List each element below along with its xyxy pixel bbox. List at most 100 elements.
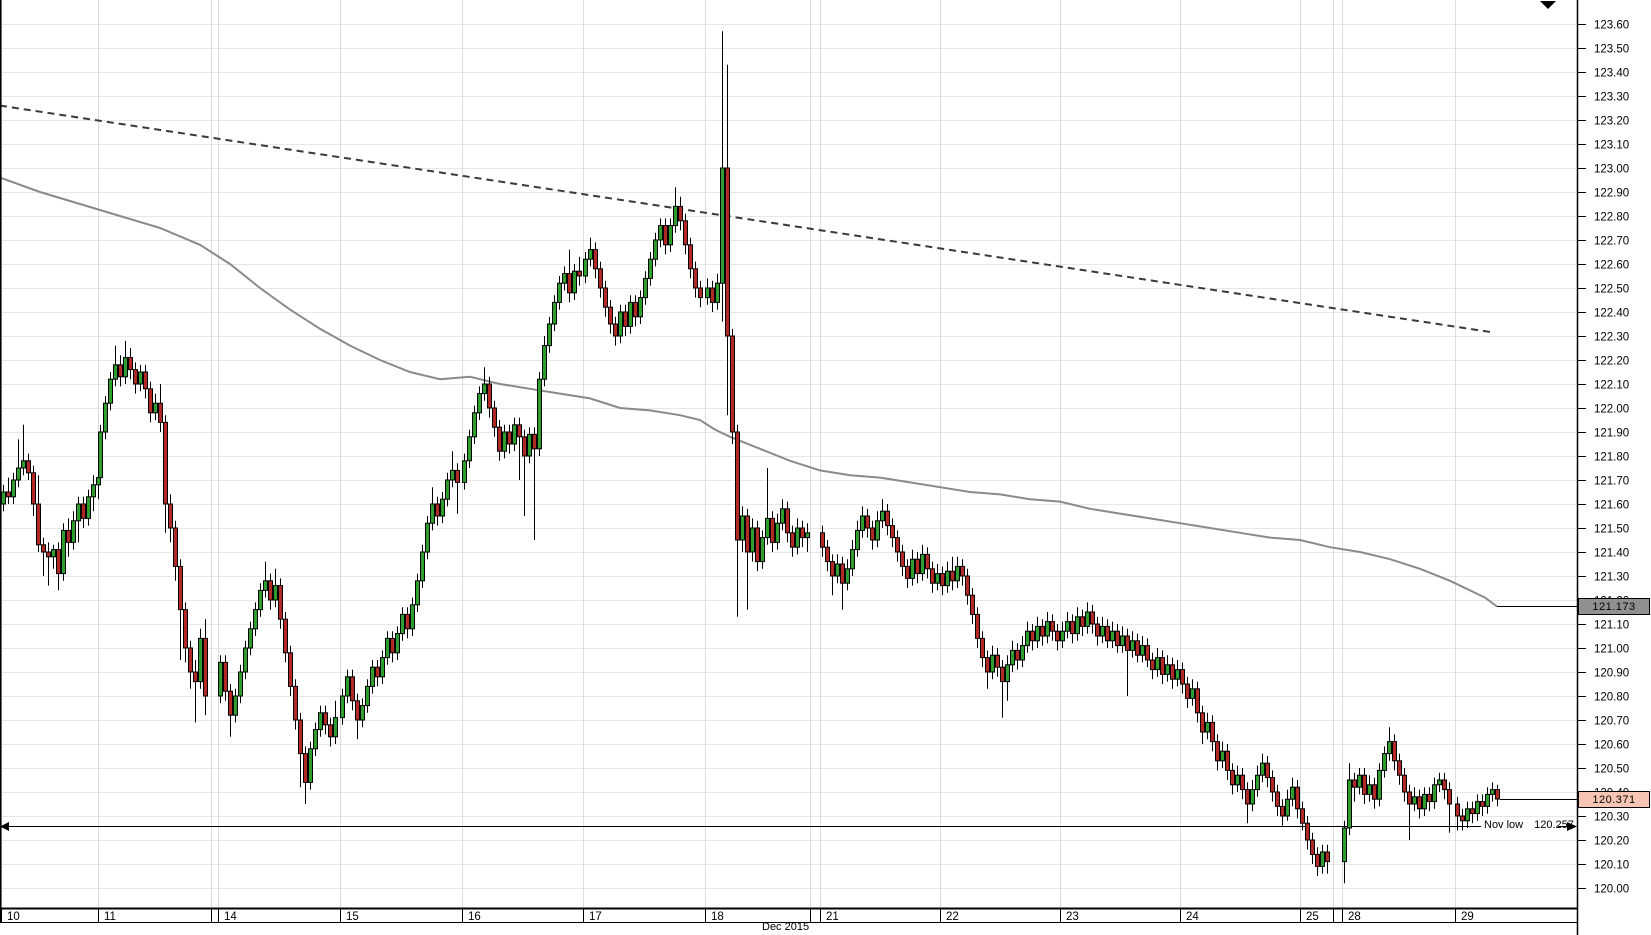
candle xyxy=(66,518,71,557)
candle xyxy=(313,722,318,756)
candle xyxy=(1060,621,1065,648)
dashed-trendline[interactable] xyxy=(0,104,1494,334)
x-axis-day-label[interactable]: 29 xyxy=(1461,911,1474,923)
candle xyxy=(455,463,460,514)
candle xyxy=(633,295,638,327)
candle xyxy=(345,669,350,704)
candle xyxy=(715,273,720,310)
nov-low-value: 120.257 xyxy=(1534,819,1574,831)
candle xyxy=(1495,784,1500,807)
x-axis-day-label[interactable]: 17 xyxy=(589,911,602,923)
candle xyxy=(698,280,703,308)
candle xyxy=(1170,657,1175,689)
candle xyxy=(420,544,425,588)
candle xyxy=(567,249,572,303)
x-axis-day-label[interactable]: 16 xyxy=(468,911,481,923)
candle xyxy=(532,427,537,540)
x-axis-day-label[interactable]: 24 xyxy=(1186,911,1199,923)
candle xyxy=(865,508,870,538)
candle xyxy=(710,280,715,312)
right-arrow-icon xyxy=(1567,822,1577,831)
candle xyxy=(76,496,81,543)
candle xyxy=(875,511,880,548)
x-axis-day-label[interactable]: 14 xyxy=(224,911,237,923)
candle xyxy=(643,271,648,305)
candle xyxy=(730,328,735,444)
nov-low-text: Nov low xyxy=(1484,819,1524,831)
candle xyxy=(583,252,588,284)
x-axis-day-label[interactable]: 18 xyxy=(711,911,724,923)
candle xyxy=(965,568,970,605)
y-axis-label: 123.10 xyxy=(1594,140,1629,152)
candle xyxy=(658,218,663,248)
candle xyxy=(1140,636,1145,663)
candle xyxy=(1190,679,1195,706)
candle xyxy=(1225,744,1230,780)
month-axis-label: Dec 2015 xyxy=(762,921,810,933)
x-axis-day-label[interactable]: 22 xyxy=(946,911,959,923)
candle xyxy=(740,506,745,552)
candle xyxy=(1010,640,1015,672)
candle xyxy=(1105,619,1110,648)
candle xyxy=(482,367,487,401)
candle xyxy=(390,631,395,663)
y-axis-label: 122.00 xyxy=(1594,404,1629,416)
candle xyxy=(693,261,698,298)
candle xyxy=(98,424,103,485)
x-axis-day-label[interactable]: 15 xyxy=(346,911,359,923)
candle xyxy=(512,417,517,452)
candle xyxy=(333,700,338,744)
candle xyxy=(1070,614,1075,644)
candle xyxy=(308,741,313,790)
candle xyxy=(775,513,780,550)
candle xyxy=(1352,772,1357,802)
x-axis-day-label[interactable]: 28 xyxy=(1348,911,1361,923)
candle xyxy=(790,525,795,557)
candle xyxy=(123,340,128,384)
candle xyxy=(1315,847,1320,876)
candle xyxy=(547,316,552,353)
candle xyxy=(830,554,835,596)
y-axis-label: 120.20 xyxy=(1594,836,1629,848)
x-axis-day-label[interactable]: 25 xyxy=(1306,911,1319,923)
candle xyxy=(1372,777,1377,809)
candle xyxy=(925,547,930,579)
y-axis-label: 121.50 xyxy=(1594,524,1629,536)
candle xyxy=(1045,612,1050,644)
x-axis-day-label[interactable]: 11 xyxy=(104,911,116,923)
candle xyxy=(683,213,688,255)
candle xyxy=(31,465,36,516)
y-axis-label: 123.40 xyxy=(1594,68,1629,80)
y-axis-label: 121.70 xyxy=(1594,476,1629,488)
candle xyxy=(278,578,283,629)
candle xyxy=(1050,614,1055,641)
candle xyxy=(1115,624,1120,653)
y-axis-label: 121.80 xyxy=(1594,452,1629,464)
x-axis-day-label[interactable]: 21 xyxy=(826,911,839,923)
candle xyxy=(238,664,243,704)
candle xyxy=(128,348,133,380)
candle xyxy=(81,496,86,528)
x-axis-day-label[interactable]: 10 xyxy=(7,911,20,923)
candle xyxy=(735,424,740,617)
nov-low-annotation: Nov low 120.257 xyxy=(1484,819,1574,831)
candle xyxy=(1407,784,1412,840)
candle xyxy=(1040,619,1045,646)
candle xyxy=(1025,621,1030,653)
candle xyxy=(1135,633,1140,663)
candle xyxy=(1432,777,1437,809)
candle xyxy=(203,619,208,716)
candle xyxy=(1230,763,1235,795)
candle xyxy=(425,516,430,560)
candle xyxy=(507,424,512,454)
candle xyxy=(430,487,435,531)
candle xyxy=(623,304,628,336)
candle xyxy=(1290,777,1295,807)
candle xyxy=(880,499,885,528)
x-axis-day-label[interactable]: 23 xyxy=(1066,911,1079,923)
moving-average-line[interactable] xyxy=(0,176,1498,608)
y-axis-label: 122.30 xyxy=(1594,332,1629,344)
candle xyxy=(138,364,143,392)
